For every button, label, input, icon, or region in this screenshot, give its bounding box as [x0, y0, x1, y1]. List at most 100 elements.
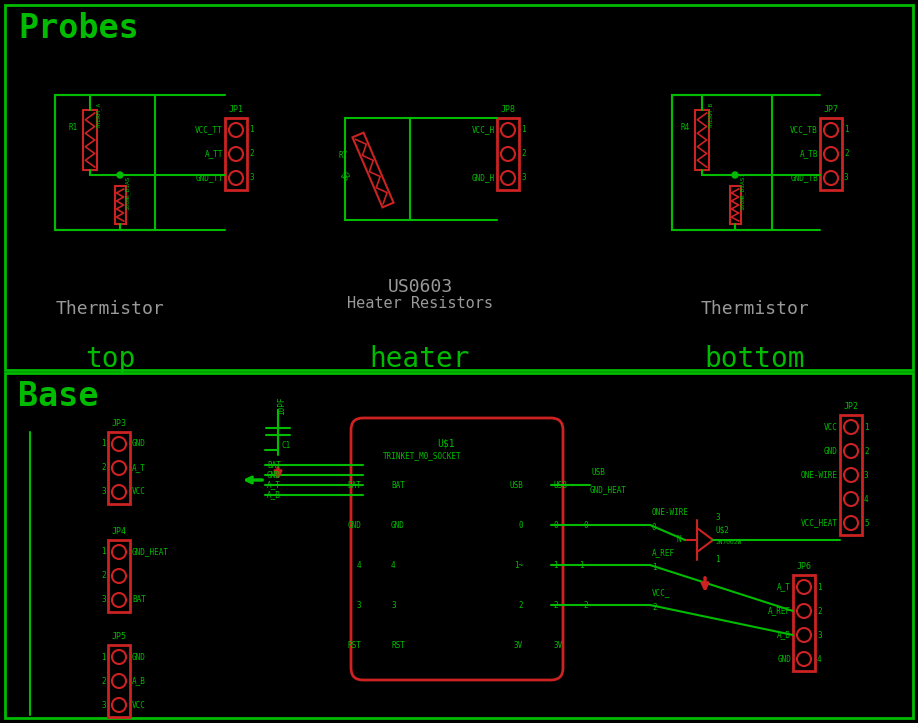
Text: 100K: 100K: [741, 195, 745, 210]
Text: R7: R7: [339, 150, 348, 160]
Text: VCC_H: VCC_H: [472, 126, 495, 134]
Text: 1: 1: [101, 440, 106, 448]
Text: 1~: 1~: [514, 560, 523, 570]
Text: A_T: A_T: [132, 463, 146, 473]
Text: top: top: [84, 345, 135, 373]
Bar: [225, 118, 247, 190]
Text: 1: 1: [652, 563, 656, 573]
Text: 3: 3: [101, 701, 106, 709]
Text: 0: 0: [583, 521, 588, 529]
Text: 2: 2: [101, 463, 106, 473]
Bar: [345, 118, 410, 220]
Text: 4: 4: [817, 654, 822, 664]
Bar: [840, 415, 862, 535]
Text: A_REF: A_REF: [767, 607, 791, 615]
Text: Probes: Probes: [18, 12, 139, 45]
Text: 3: 3: [101, 487, 106, 497]
Text: VCC: VCC: [132, 487, 146, 497]
Text: A_TT: A_TT: [205, 150, 223, 158]
Text: GND_HEAT: GND_HEAT: [132, 547, 169, 557]
Text: GND_HEAT: GND_HEAT: [590, 486, 627, 495]
Text: GND: GND: [391, 521, 405, 529]
Text: 2: 2: [101, 571, 106, 581]
Text: R_BIAS: R_BIAS: [125, 176, 130, 198]
Text: 0: 0: [519, 521, 523, 529]
Text: TRINKET_M0_SOCKET: TRINKET_M0_SOCKET: [383, 451, 462, 461]
Text: A_T: A_T: [267, 481, 281, 489]
Text: R_BIAS1: R_BIAS1: [740, 172, 745, 198]
Text: 0: 0: [553, 521, 557, 529]
Text: JP3: JP3: [111, 419, 127, 428]
Text: VCC_TB: VCC_TB: [790, 126, 818, 134]
Bar: [5, 5, 913, 370]
Text: A_REF: A_REF: [652, 548, 675, 557]
Text: 3: 3: [817, 630, 822, 640]
Text: 1~: 1~: [578, 560, 588, 570]
Text: 2: 2: [101, 677, 106, 685]
Bar: [108, 540, 130, 612]
Text: BAT: BAT: [347, 481, 361, 489]
Text: JP8: JP8: [500, 105, 516, 114]
Text: 4: 4: [356, 560, 361, 570]
Text: 2: 2: [817, 607, 822, 615]
Text: 3: 3: [864, 471, 868, 479]
Text: 2: 2: [583, 601, 588, 609]
Text: A_T: A_T: [778, 583, 791, 591]
Circle shape: [117, 172, 123, 178]
Text: US0603: US0603: [387, 278, 453, 296]
Text: RST: RST: [347, 641, 361, 649]
Text: bottom: bottom: [705, 345, 805, 373]
Text: 3V: 3V: [553, 641, 562, 649]
Text: THERM_B: THERM_B: [708, 102, 714, 128]
Text: BAT: BAT: [391, 481, 405, 489]
Bar: [672, 95, 772, 230]
Bar: [83, 110, 97, 170]
Text: 2N7002W: 2N7002W: [715, 539, 741, 544]
Text: 1: 1: [864, 422, 868, 432]
Text: GND: GND: [778, 654, 791, 664]
Text: GND_H: GND_H: [472, 174, 495, 182]
Text: JP2: JP2: [844, 402, 858, 411]
Text: VCC: VCC: [824, 422, 838, 432]
Text: 0: 0: [652, 523, 656, 533]
Text: 1: 1: [521, 126, 526, 134]
Bar: [730, 186, 741, 224]
Bar: [820, 118, 842, 190]
Text: 3: 3: [356, 601, 361, 609]
Text: USB: USB: [592, 468, 606, 477]
Text: BAT: BAT: [267, 461, 281, 469]
Bar: [5, 373, 913, 718]
Text: A_B: A_B: [267, 490, 281, 500]
Text: JP4: JP4: [111, 527, 127, 536]
Bar: [108, 432, 130, 504]
Text: GND: GND: [132, 440, 146, 448]
Text: 1~: 1~: [553, 560, 562, 570]
Text: U$2: U$2: [715, 526, 729, 534]
Text: ONE-WIRE: ONE-WIRE: [801, 471, 838, 479]
Text: 5: 5: [864, 518, 868, 528]
Text: A_B: A_B: [132, 677, 146, 685]
Text: 2: 2: [553, 601, 557, 609]
Text: R4: R4: [681, 124, 690, 132]
Text: 3: 3: [715, 513, 720, 523]
Text: 50: 50: [341, 169, 353, 182]
Text: RST: RST: [391, 641, 405, 649]
Text: 4: 4: [864, 495, 868, 503]
Text: 1: 1: [715, 555, 720, 565]
Text: 3: 3: [844, 174, 848, 182]
Text: VCC_TT: VCC_TT: [196, 126, 223, 134]
Text: A_TB: A_TB: [800, 150, 818, 158]
Text: 100K: 100K: [126, 195, 130, 210]
Text: GND: GND: [347, 521, 361, 529]
FancyBboxPatch shape: [351, 418, 563, 680]
Text: 2: 2: [521, 150, 526, 158]
Text: Thermistor: Thermistor: [56, 300, 164, 318]
Text: C1: C1: [282, 440, 291, 450]
Text: GND: GND: [132, 652, 146, 662]
Text: ONE-WIRE: ONE-WIRE: [652, 508, 689, 517]
Bar: [115, 186, 126, 224]
Text: R1: R1: [69, 124, 78, 132]
Text: GND_TT: GND_TT: [196, 174, 223, 182]
Text: VCC_: VCC_: [652, 588, 670, 597]
Bar: [353, 132, 394, 208]
